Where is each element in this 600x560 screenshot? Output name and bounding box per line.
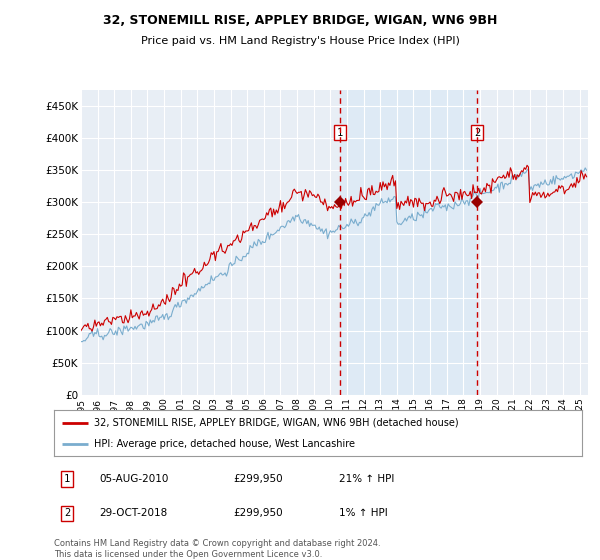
- Text: 1% ↑ HPI: 1% ↑ HPI: [339, 508, 388, 519]
- Text: 32, STONEMILL RISE, APPLEY BRIDGE, WIGAN, WN6 9BH (detached house): 32, STONEMILL RISE, APPLEY BRIDGE, WIGAN…: [94, 418, 458, 428]
- Text: 32, STONEMILL RISE, APPLEY BRIDGE, WIGAN, WN6 9BH: 32, STONEMILL RISE, APPLEY BRIDGE, WIGAN…: [103, 14, 497, 27]
- Text: 05-AUG-2010: 05-AUG-2010: [99, 474, 168, 484]
- Text: 1: 1: [64, 474, 70, 484]
- Text: 2: 2: [64, 508, 70, 519]
- Text: 29-OCT-2018: 29-OCT-2018: [99, 508, 167, 519]
- Text: 2: 2: [474, 128, 480, 138]
- Text: 21% ↑ HPI: 21% ↑ HPI: [339, 474, 394, 484]
- Text: £299,950: £299,950: [233, 508, 283, 519]
- Text: 1: 1: [337, 128, 343, 138]
- Bar: [340, 90, 477, 395]
- Text: Contains HM Land Registry data © Crown copyright and database right 2024.
This d: Contains HM Land Registry data © Crown c…: [54, 539, 380, 559]
- Text: £299,950: £299,950: [233, 474, 283, 484]
- Text: HPI: Average price, detached house, West Lancashire: HPI: Average price, detached house, West…: [94, 439, 355, 449]
- Text: Price paid vs. HM Land Registry's House Price Index (HPI): Price paid vs. HM Land Registry's House …: [140, 36, 460, 46]
